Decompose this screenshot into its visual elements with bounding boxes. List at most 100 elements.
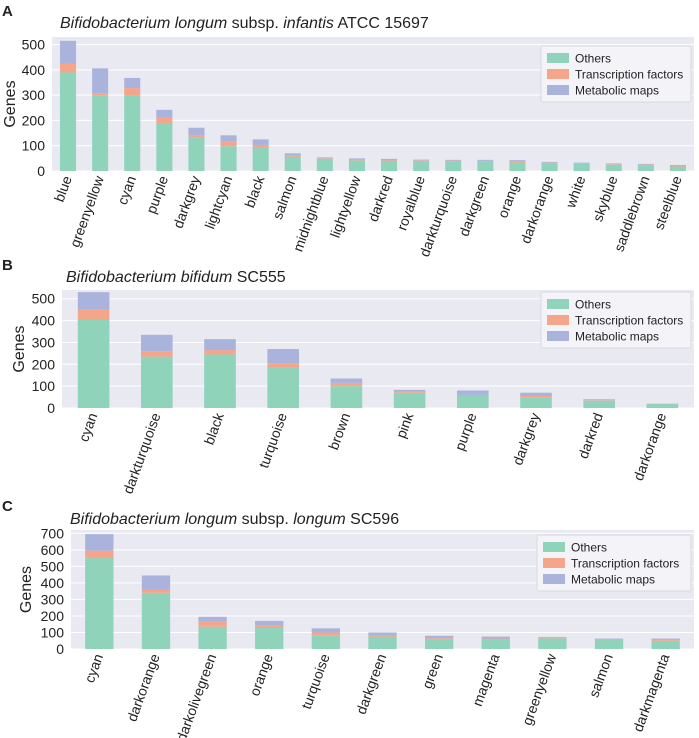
y-tick-label: 200 — [22, 112, 46, 128]
x-tick-label: purple — [451, 410, 479, 452]
bar-cyan-metabolic-maps — [77, 292, 110, 310]
bar-darkturquoise-transcription-factors — [141, 351, 173, 357]
y-tick-label: 500 — [41, 558, 65, 574]
bar-darkmagenta-others — [651, 640, 680, 649]
bar-darkorange-metabolic-maps — [541, 161, 558, 163]
y-tick-label: 400 — [32, 313, 56, 329]
bar-saddlebrown-others — [637, 165, 654, 171]
legend: Others Transcription factors Metabolic map… — [536, 534, 692, 592]
bar-pink-metabolic-maps — [393, 389, 426, 392]
panel-c: C Bifidobacterium longum subsp. longum SC… — [2, 498, 694, 738]
bar-orange-metabolic-maps — [255, 620, 284, 626]
chart-title: Bifidobacterium bifidum SC555 — [66, 269, 286, 286]
bar-salmon-others — [594, 639, 624, 649]
bar-salmon-transcription-factors — [284, 155, 301, 157]
bar-darkgreen-others — [477, 161, 494, 171]
bar-midnightblue-metabolic-maps — [316, 157, 333, 159]
y-tick-label: 300 — [22, 87, 46, 103]
bar-darkorange-metabolic-maps — [141, 575, 171, 590]
legend-swatch — [547, 315, 569, 325]
bar-turquoise-others — [267, 367, 299, 408]
x-tick-label: lightyellow — [327, 173, 364, 240]
bar-darkgrey-metabolic-maps — [188, 127, 205, 136]
y-tick-label: 300 — [32, 334, 56, 350]
bar-royalblue-metabolic-maps — [413, 159, 430, 161]
title-part: subsp. — [227, 15, 283, 32]
bar-lightcyan-metabolic-maps — [220, 135, 237, 142]
bar-darkgrey-transcription-factors — [188, 135, 205, 138]
bar-steelblue-metabolic-maps — [669, 164, 686, 166]
x-tick-label: cyan — [81, 652, 106, 685]
bar-purple-others — [457, 395, 489, 408]
bar-darkorange-others — [541, 163, 558, 171]
bar-cyan-transcription-factors — [77, 309, 110, 320]
legend-swatch — [547, 85, 569, 95]
legend-swatch — [547, 331, 569, 341]
bar-midnightblue-transcription-factors — [316, 158, 333, 159]
x-tick-label: green — [419, 652, 446, 691]
bar-blue-transcription-factors — [60, 63, 77, 73]
x-tick-label: cyan — [114, 174, 139, 207]
title-part: SC596 — [346, 511, 399, 528]
x-tick-label: darkorange — [630, 410, 669, 482]
bar-turquoise-metabolic-maps — [311, 628, 341, 633]
bar-darkmagenta-metabolic-maps — [651, 638, 680, 640]
x-tick-label: darkorange — [124, 651, 163, 723]
bar-greenyellow-others — [538, 638, 567, 649]
bar-darkred-others — [381, 161, 398, 171]
panel-letter: B — [2, 257, 13, 274]
bar-magenta-transcription-factors — [481, 638, 510, 640]
x-tick-label: royalblue — [393, 173, 428, 232]
bar-turquoise-transcription-factors — [267, 363, 299, 368]
x-tick-label: darkgreen — [353, 652, 390, 717]
bar-orange-transcription-factors — [509, 161, 526, 163]
bar-greenyellow-transcription-factors — [92, 93, 109, 96]
x-tick-label: steelblue — [651, 173, 685, 231]
bar-darkred-others — [583, 400, 615, 408]
y-tick-label: 100 — [41, 624, 65, 640]
legend-label: Others — [575, 52, 611, 66]
legend-label: Metabolic maps — [575, 330, 659, 344]
y-tick-label: 200 — [41, 608, 65, 624]
bar-darkturquoise-others — [445, 161, 462, 171]
bar-darkgrey-others — [520, 397, 552, 408]
title-part: ATCC 15697 — [334, 15, 429, 32]
y-tick-label: 400 — [41, 575, 65, 591]
x-tick-label: white — [562, 173, 589, 210]
bar-black-transcription-factors — [252, 144, 269, 148]
legend-label: Transcription factors — [575, 314, 683, 328]
bar-darkorange-transcription-factors — [141, 589, 171, 593]
x-tick-label: purple — [143, 173, 171, 215]
bar-darkorange-others — [141, 592, 171, 649]
legend: Others Transcription factors Metabolic map… — [540, 291, 692, 349]
chart-title: Bifidobacterium longum subsp. infantis A… — [60, 15, 429, 32]
bar-turquoise-transcription-factors — [311, 632, 341, 636]
x-tick-label: orange — [494, 173, 524, 220]
x-tick-label: turquoise — [298, 651, 333, 711]
legend-box — [540, 291, 692, 349]
x-tick-label: greenyellow — [519, 651, 560, 728]
x-tick-label: black — [201, 410, 228, 447]
bar-brown-metabolic-maps — [330, 378, 363, 383]
y-tick-label: 0 — [47, 400, 55, 416]
bar-darkgrey-metabolic-maps — [520, 392, 552, 396]
legend-swatch — [547, 299, 569, 309]
bar-orange-others — [509, 162, 526, 171]
bar-darkred-metabolic-maps — [381, 158, 398, 161]
bar-darkturquoise-metabolic-maps — [445, 159, 462, 161]
bar-saddlebrown-metabolic-maps — [637, 163, 654, 165]
bar-turquoise-others — [311, 635, 341, 649]
bar-lightyellow-metabolic-maps — [348, 158, 365, 160]
bar-cyan-metabolic-maps — [85, 534, 114, 551]
bar-darkturquoise-metabolic-maps — [141, 334, 173, 352]
bar-pink-transcription-factors — [393, 391, 426, 393]
y-axis-label: Genes — [18, 566, 35, 613]
bar-magenta-metabolic-maps — [481, 636, 510, 639]
legend-swatch — [547, 69, 569, 79]
y-tick-label: 600 — [41, 542, 65, 558]
bar-lightcyan-others — [220, 146, 237, 171]
x-tick-label: brown — [325, 411, 353, 452]
bar-black-metabolic-maps — [204, 339, 236, 351]
x-tick-label: black — [241, 173, 268, 210]
